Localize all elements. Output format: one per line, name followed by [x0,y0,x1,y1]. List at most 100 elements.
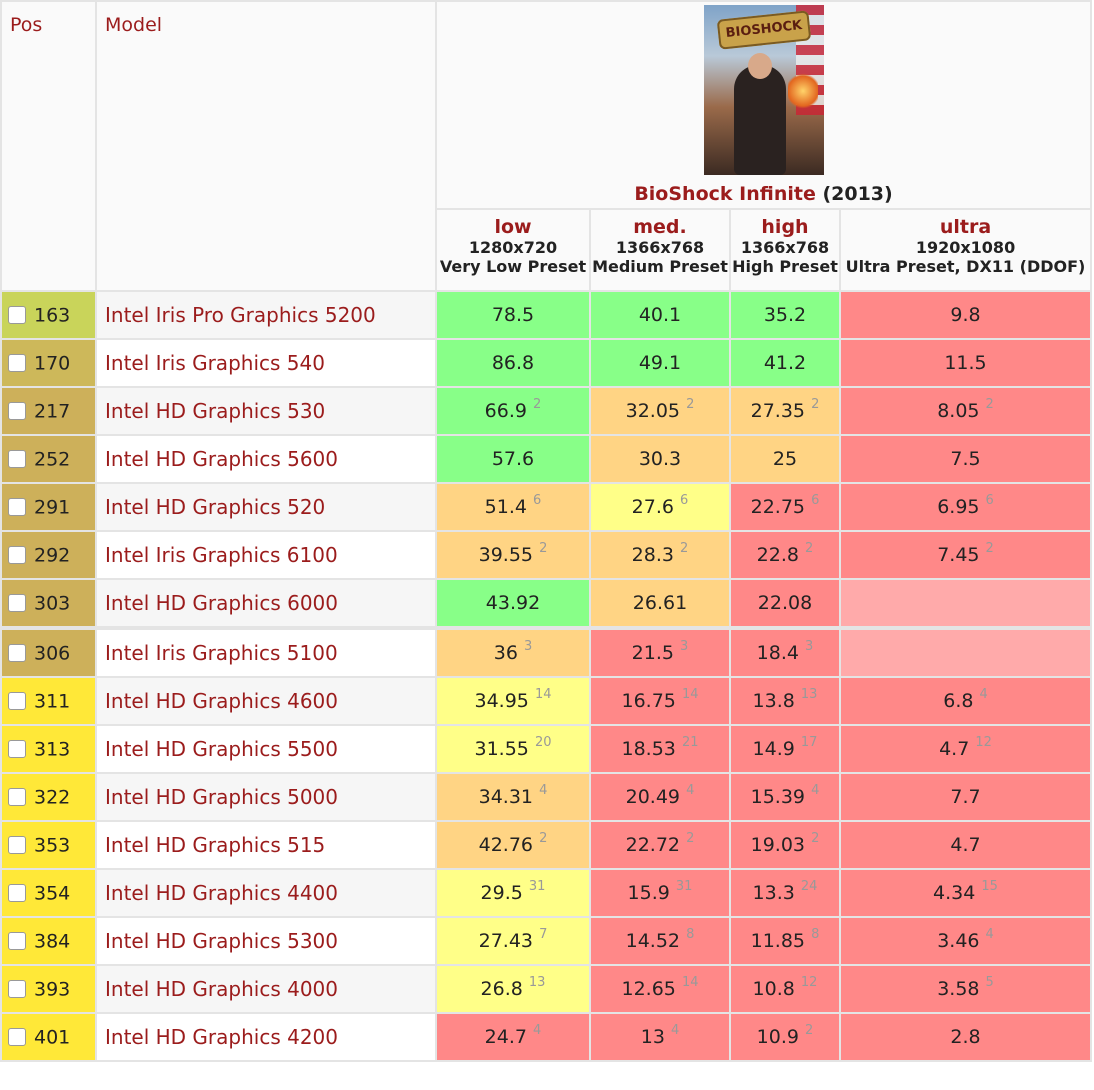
fps-cell[interactable]: 36 3 [435,626,591,678]
compare-checkbox[interactable] [8,306,26,325]
fps-cell[interactable]: 22.72 2 [589,820,731,870]
model-link[interactable]: Intel Iris Graphics 6100 [95,530,437,580]
fps-cell[interactable] [838,578,1093,629]
compare-checkbox[interactable] [8,546,26,565]
fps-cell[interactable]: 2.8 [838,1012,1093,1062]
fps-cell[interactable]: 66.9 2 [435,386,591,436]
setting-header-1[interactable]: med. 1366x768 Medium Preset [589,208,731,292]
fps-cell[interactable]: 7.45 2 [838,530,1093,580]
compare-checkbox[interactable] [8,788,26,807]
compare-checkbox[interactable] [8,740,26,759]
compare-checkbox[interactable] [8,932,26,951]
fps-cell[interactable]: 22.8 2 [729,530,841,580]
fps-cell[interactable]: 27.6 6 [589,482,731,532]
model-link[interactable]: Intel HD Graphics 4200 [95,1012,437,1062]
fps-cell[interactable]: 7.7 [838,772,1093,822]
fps-cell[interactable]: 39.55 2 [435,530,591,580]
compare-checkbox[interactable] [8,980,26,999]
fps-cell[interactable]: 12.65 14 [589,964,731,1014]
fps-cell[interactable]: 13.8 13 [729,676,841,726]
fps-cell[interactable]: 6.8 4 [838,676,1093,726]
fps-cell[interactable]: 31.55 20 [435,724,591,774]
compare-checkbox[interactable] [8,450,26,469]
pos-header[interactable]: Pos [0,0,97,292]
fps-cell[interactable]: 86.8 [435,338,591,388]
compare-checkbox[interactable] [8,354,26,373]
fps-cell[interactable]: 10.9 2 [729,1012,841,1062]
fps-cell[interactable]: 25 [729,434,841,484]
fps-cell[interactable]: 28.3 2 [589,530,731,580]
fps-cell[interactable]: 43.92 [435,578,591,629]
fps-cell[interactable]: 27.35 2 [729,386,841,436]
compare-checkbox[interactable] [8,498,26,517]
model-link[interactable]: Intel HD Graphics 6000 [95,578,437,629]
compare-checkbox[interactable] [8,594,26,613]
compare-checkbox[interactable] [8,1028,26,1047]
fps-cell[interactable]: 18.4 3 [729,626,841,678]
model-link[interactable]: Intel HD Graphics 530 [95,386,437,436]
fps-cell[interactable]: 13.3 24 [729,868,841,918]
fps-cell[interactable]: 22.08 [729,578,841,629]
model-link[interactable]: Intel HD Graphics 5000 [95,772,437,822]
fps-cell[interactable]: 3.46 4 [838,916,1093,966]
fps-cell[interactable]: 35.2 [729,290,841,340]
fps-cell[interactable]: 51.4 6 [435,482,591,532]
fps-cell[interactable]: 29.5 31 [435,868,591,918]
model-link[interactable]: Intel HD Graphics 5300 [95,916,437,966]
fps-cell[interactable]: 15.39 4 [729,772,841,822]
fps-cell[interactable]: 21.5 3 [589,626,731,678]
fps-cell[interactable]: 42.76 2 [435,820,591,870]
fps-cell[interactable] [838,626,1093,678]
compare-checkbox[interactable] [8,644,26,663]
model-link[interactable]: Intel Iris Graphics 540 [95,338,437,388]
fps-cell[interactable]: 4.7 12 [838,724,1093,774]
fps-cell[interactable]: 30.3 [589,434,731,484]
model-link[interactable]: Intel HD Graphics 4400 [95,868,437,918]
fps-cell[interactable]: 78.5 [435,290,591,340]
fps-cell[interactable]: 7.5 [838,434,1093,484]
fps-cell[interactable]: 34.31 4 [435,772,591,822]
fps-cell[interactable]: 18.53 21 [589,724,731,774]
model-link[interactable]: Intel HD Graphics 515 [95,820,437,870]
fps-cell[interactable]: 26.61 [589,578,731,629]
fps-cell[interactable]: 10.8 12 [729,964,841,1014]
compare-checkbox[interactable] [8,692,26,711]
fps-cell[interactable]: 57.6 [435,434,591,484]
fps-cell[interactable]: 14.9 17 [729,724,841,774]
compare-checkbox[interactable] [8,402,26,421]
fps-cell[interactable]: 3.58 5 [838,964,1093,1014]
fps-cell[interactable]: 11.85 8 [729,916,841,966]
fps-cell[interactable]: 4.7 [838,820,1093,870]
fps-cell[interactable]: 6.95 6 [838,482,1093,532]
fps-cell[interactable]: 20.49 4 [589,772,731,822]
fps-cell[interactable]: 16.75 14 [589,676,731,726]
fps-cell[interactable]: 40.1 [589,290,731,340]
fps-cell[interactable]: 27.43 7 [435,916,591,966]
game-title-link[interactable]: BioShock Infinite [634,183,816,205]
fps-cell[interactable]: 26.8 13 [435,964,591,1014]
fps-cell[interactable]: 22.75 6 [729,482,841,532]
model-link[interactable]: Intel HD Graphics 520 [95,482,437,532]
fps-cell[interactable]: 49.1 [589,338,731,388]
game-cover-image[interactable]: BIOSHOCK [703,5,824,175]
fps-cell[interactable]: 19.03 2 [729,820,841,870]
fps-cell[interactable]: 15.9 31 [589,868,731,918]
setting-header-0[interactable]: low 1280x720 Very Low Preset [435,208,591,292]
fps-cell[interactable]: 24.7 4 [435,1012,591,1062]
fps-cell[interactable]: 32.05 2 [589,386,731,436]
model-link[interactable]: Intel HD Graphics 5500 [95,724,437,774]
fps-cell[interactable]: 11.5 [838,338,1093,388]
compare-checkbox[interactable] [8,836,26,855]
setting-header-3[interactable]: ultra 1920x1080 Ultra Preset, DX11 (DDOF) [838,208,1093,292]
setting-header-2[interactable]: high 1366x768 High Preset [729,208,841,292]
model-link[interactable]: Intel HD Graphics 4000 [95,964,437,1014]
model-link[interactable]: Intel HD Graphics 4600 [95,676,437,726]
fps-cell[interactable]: 9.8 [838,290,1093,340]
fps-cell[interactable]: 4.34 15 [838,868,1093,918]
model-link[interactable]: Intel Iris Pro Graphics 5200 [95,290,437,340]
fps-cell[interactable]: 41.2 [729,338,841,388]
model-link[interactable]: Intel HD Graphics 5600 [95,434,437,484]
fps-cell[interactable]: 14.52 8 [589,916,731,966]
fps-cell[interactable]: 34.95 14 [435,676,591,726]
fps-cell[interactable]: 8.05 2 [838,386,1093,436]
